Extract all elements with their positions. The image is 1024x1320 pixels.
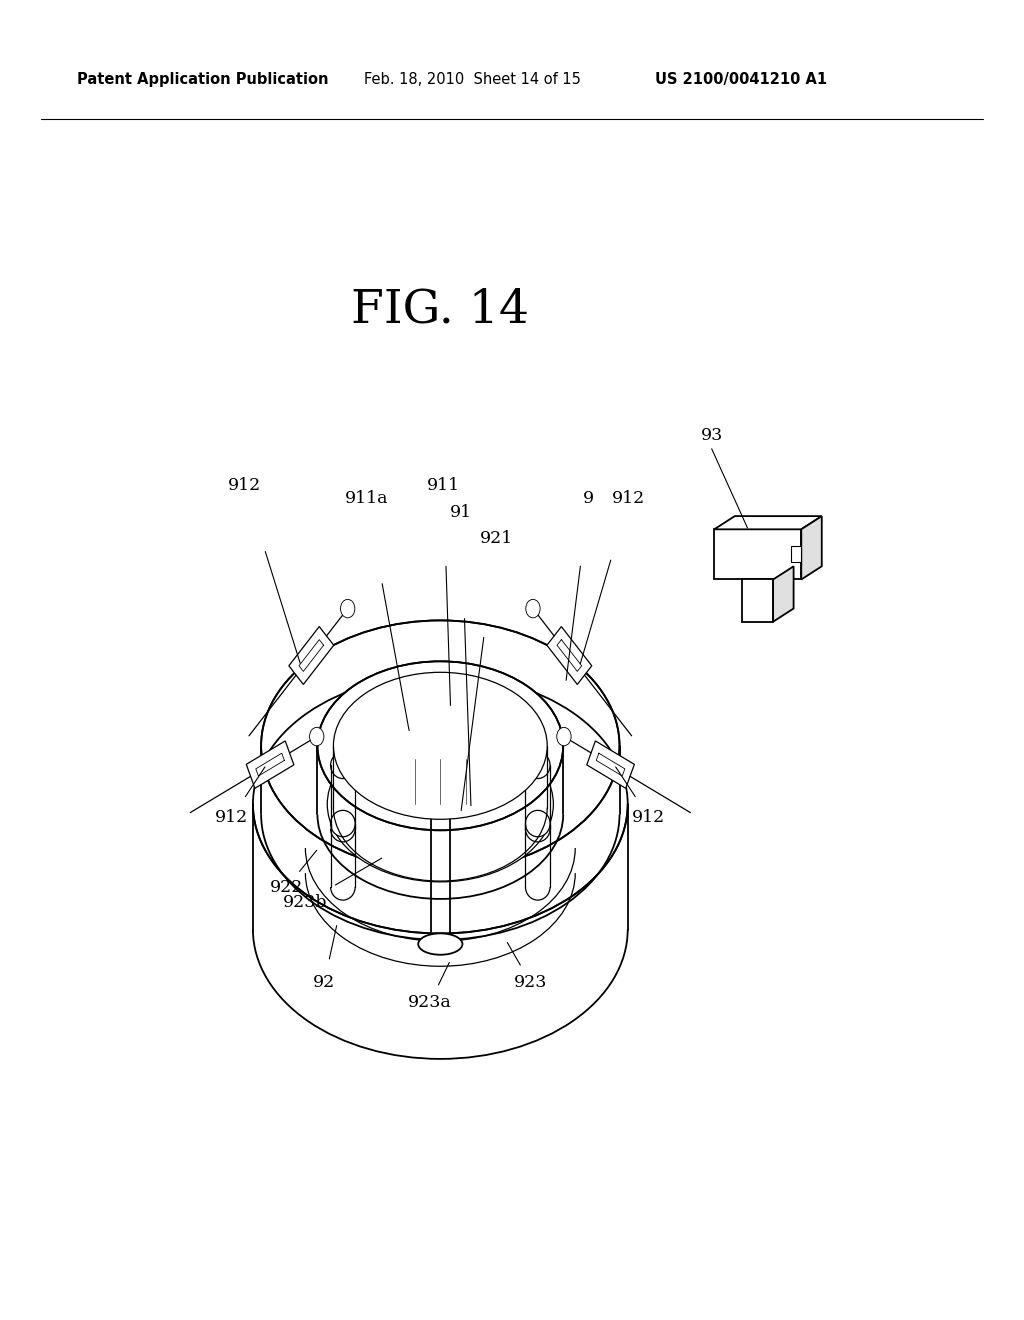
Circle shape <box>341 599 355 618</box>
Text: FIG. 14: FIG. 14 <box>351 288 529 333</box>
Text: 912: 912 <box>228 478 261 494</box>
Ellipse shape <box>253 675 628 933</box>
Text: 912: 912 <box>612 491 645 507</box>
Ellipse shape <box>331 810 355 837</box>
Text: 911a: 911a <box>345 491 388 507</box>
Polygon shape <box>791 546 801 562</box>
Polygon shape <box>715 529 801 579</box>
Circle shape <box>309 727 324 746</box>
Polygon shape <box>742 579 773 622</box>
Ellipse shape <box>525 752 550 779</box>
Text: 912: 912 <box>633 809 666 826</box>
Polygon shape <box>289 627 334 685</box>
Text: 911: 911 <box>427 478 460 494</box>
Text: Patent Application Publication: Patent Application Publication <box>77 71 329 87</box>
Circle shape <box>557 727 571 746</box>
Text: Feb. 18, 2010  Sheet 14 of 15: Feb. 18, 2010 Sheet 14 of 15 <box>364 71 581 87</box>
Text: 92: 92 <box>313 974 335 991</box>
Ellipse shape <box>261 620 620 871</box>
Circle shape <box>525 599 540 618</box>
Ellipse shape <box>418 933 463 954</box>
Text: 921: 921 <box>480 531 513 546</box>
Polygon shape <box>547 627 592 685</box>
Ellipse shape <box>525 810 550 837</box>
Text: 91: 91 <box>450 504 472 520</box>
Text: 923a: 923a <box>409 994 452 1011</box>
Polygon shape <box>715 516 821 529</box>
Polygon shape <box>246 741 294 788</box>
Ellipse shape <box>328 726 553 882</box>
Text: 93: 93 <box>700 428 723 444</box>
Text: 912: 912 <box>215 809 248 826</box>
Ellipse shape <box>317 661 563 830</box>
Text: 923b: 923b <box>284 894 328 911</box>
Polygon shape <box>587 741 635 788</box>
Text: 922: 922 <box>270 879 303 896</box>
Text: US 2100/0041210 A1: US 2100/0041210 A1 <box>655 71 827 87</box>
Ellipse shape <box>334 672 547 820</box>
Polygon shape <box>773 566 794 622</box>
Polygon shape <box>801 516 821 579</box>
Text: 9: 9 <box>584 491 594 507</box>
Text: 923: 923 <box>514 974 547 991</box>
Ellipse shape <box>331 752 355 779</box>
